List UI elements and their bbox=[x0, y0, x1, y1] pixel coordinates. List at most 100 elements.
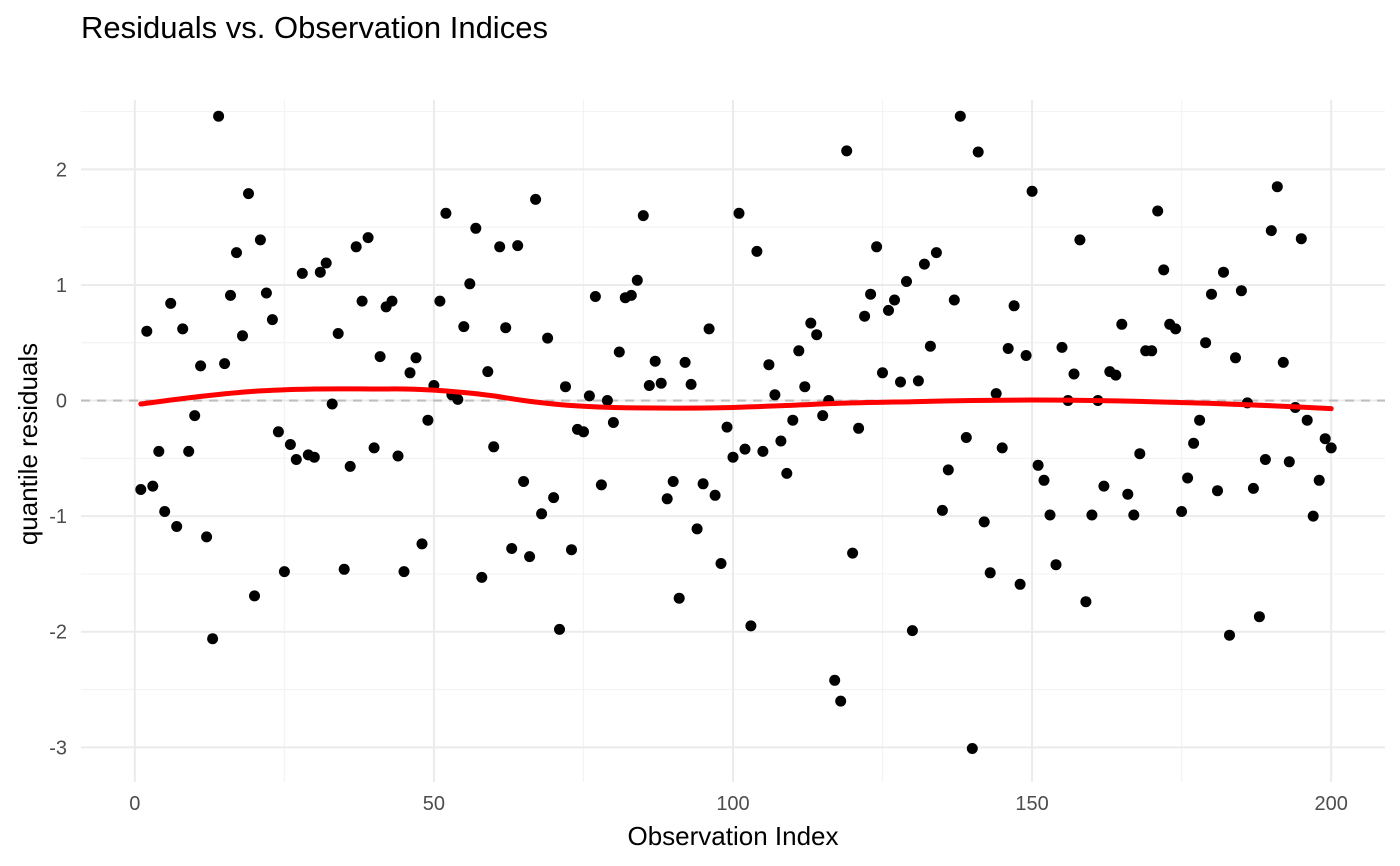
data-point bbox=[512, 240, 524, 252]
data-point bbox=[889, 294, 900, 306]
data-point bbox=[733, 207, 745, 219]
x-tick-labels: 0 50 100 150 200 bbox=[129, 793, 1348, 815]
data-point bbox=[883, 304, 894, 316]
data-point bbox=[141, 325, 153, 337]
data-point bbox=[984, 567, 996, 579]
data-point bbox=[1002, 343, 1014, 354]
data-point bbox=[548, 492, 560, 504]
data-point bbox=[805, 317, 817, 329]
data-point bbox=[159, 506, 171, 517]
data-point bbox=[266, 314, 278, 326]
data-point bbox=[536, 508, 548, 520]
data-point bbox=[219, 358, 231, 370]
data-point bbox=[1319, 433, 1331, 445]
data-point bbox=[524, 551, 536, 563]
data-point bbox=[847, 547, 859, 559]
data-point bbox=[691, 523, 703, 535]
x-axis-title: Observation Index bbox=[627, 821, 838, 851]
data-point bbox=[595, 479, 607, 491]
data-point bbox=[1068, 368, 1080, 380]
data-point bbox=[1086, 509, 1098, 521]
data-point bbox=[201, 531, 213, 543]
data-point bbox=[332, 328, 344, 339]
data-point bbox=[1158, 264, 1170, 276]
data-point bbox=[607, 417, 619, 428]
data-point bbox=[225, 289, 236, 301]
data-point bbox=[775, 435, 787, 447]
data-point bbox=[817, 410, 829, 422]
y-tick-label: 2 bbox=[56, 159, 67, 181]
data-point bbox=[721, 421, 733, 433]
data-point bbox=[835, 695, 847, 707]
data-point bbox=[326, 398, 338, 410]
data-point bbox=[183, 445, 195, 457]
data-point bbox=[1295, 233, 1307, 245]
data-point bbox=[763, 359, 775, 371]
data-point bbox=[1056, 341, 1068, 353]
data-point bbox=[500, 322, 512, 334]
data-point bbox=[1116, 318, 1128, 330]
data-point bbox=[260, 287, 272, 299]
data-point bbox=[1301, 414, 1313, 426]
data-point bbox=[278, 566, 290, 578]
data-point bbox=[1110, 369, 1122, 381]
data-point bbox=[207, 633, 219, 645]
data-point bbox=[739, 443, 751, 455]
data-point bbox=[296, 267, 308, 279]
data-point bbox=[368, 442, 380, 454]
data-point bbox=[542, 332, 554, 344]
data-point bbox=[440, 207, 452, 219]
data-point bbox=[1014, 578, 1026, 590]
data-point bbox=[320, 257, 332, 269]
data-point bbox=[871, 241, 883, 253]
data-point bbox=[290, 454, 302, 465]
data-point bbox=[350, 241, 362, 253]
data-point bbox=[147, 480, 159, 492]
data-point bbox=[661, 493, 673, 505]
data-point bbox=[751, 245, 763, 257]
data-point bbox=[249, 590, 260, 602]
data-point bbox=[709, 489, 721, 501]
data-point bbox=[811, 329, 823, 341]
data-point bbox=[554, 623, 565, 635]
data-point bbox=[787, 414, 799, 426]
y-tick-label: 1 bbox=[56, 275, 67, 297]
data-point bbox=[769, 389, 781, 401]
data-point bbox=[189, 410, 201, 422]
data-point bbox=[410, 352, 422, 364]
x-tick-label: 50 bbox=[423, 793, 445, 815]
data-point bbox=[649, 355, 661, 367]
data-point bbox=[936, 504, 948, 516]
data-point bbox=[1212, 485, 1223, 497]
data-point bbox=[841, 145, 853, 157]
data-point bbox=[877, 367, 888, 379]
data-point bbox=[362, 232, 374, 244]
data-point bbox=[374, 351, 386, 363]
data-point bbox=[518, 476, 530, 487]
data-point bbox=[488, 441, 500, 453]
data-point bbox=[679, 356, 691, 368]
data-point bbox=[829, 674, 841, 686]
data-point bbox=[703, 323, 715, 335]
data-point bbox=[482, 366, 494, 378]
data-point bbox=[1182, 472, 1194, 484]
y-axis-title: quantile residuals bbox=[13, 343, 43, 545]
scatter-points bbox=[135, 110, 1337, 754]
data-point bbox=[464, 278, 476, 290]
data-point bbox=[1038, 474, 1050, 486]
data-point bbox=[895, 376, 906, 388]
data-point bbox=[458, 321, 470, 333]
data-point bbox=[254, 234, 266, 246]
data-point bbox=[655, 377, 667, 389]
data-point bbox=[912, 375, 924, 387]
data-point bbox=[1235, 285, 1247, 297]
data-point bbox=[308, 451, 320, 463]
data-point bbox=[1206, 288, 1217, 300]
data-point bbox=[589, 291, 601, 302]
data-point bbox=[643, 380, 655, 391]
data-point bbox=[404, 367, 416, 379]
x-tick-label: 200 bbox=[1314, 793, 1347, 815]
data-point bbox=[422, 414, 434, 426]
data-point bbox=[470, 222, 482, 234]
